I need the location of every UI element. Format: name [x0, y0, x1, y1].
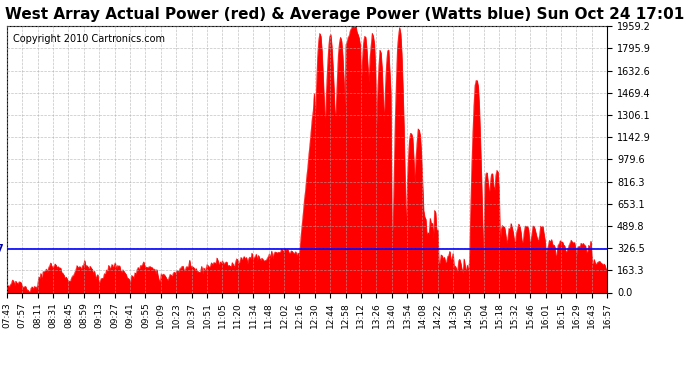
- Text: Copyright 2010 Cartronics.com: Copyright 2010 Cartronics.com: [13, 34, 165, 44]
- Text: #323.47: #323.47: [0, 243, 4, 254]
- Text: West Array Actual Power (red) & Average Power (Watts blue) Sun Oct 24 17:01: West Array Actual Power (red) & Average …: [6, 8, 684, 22]
